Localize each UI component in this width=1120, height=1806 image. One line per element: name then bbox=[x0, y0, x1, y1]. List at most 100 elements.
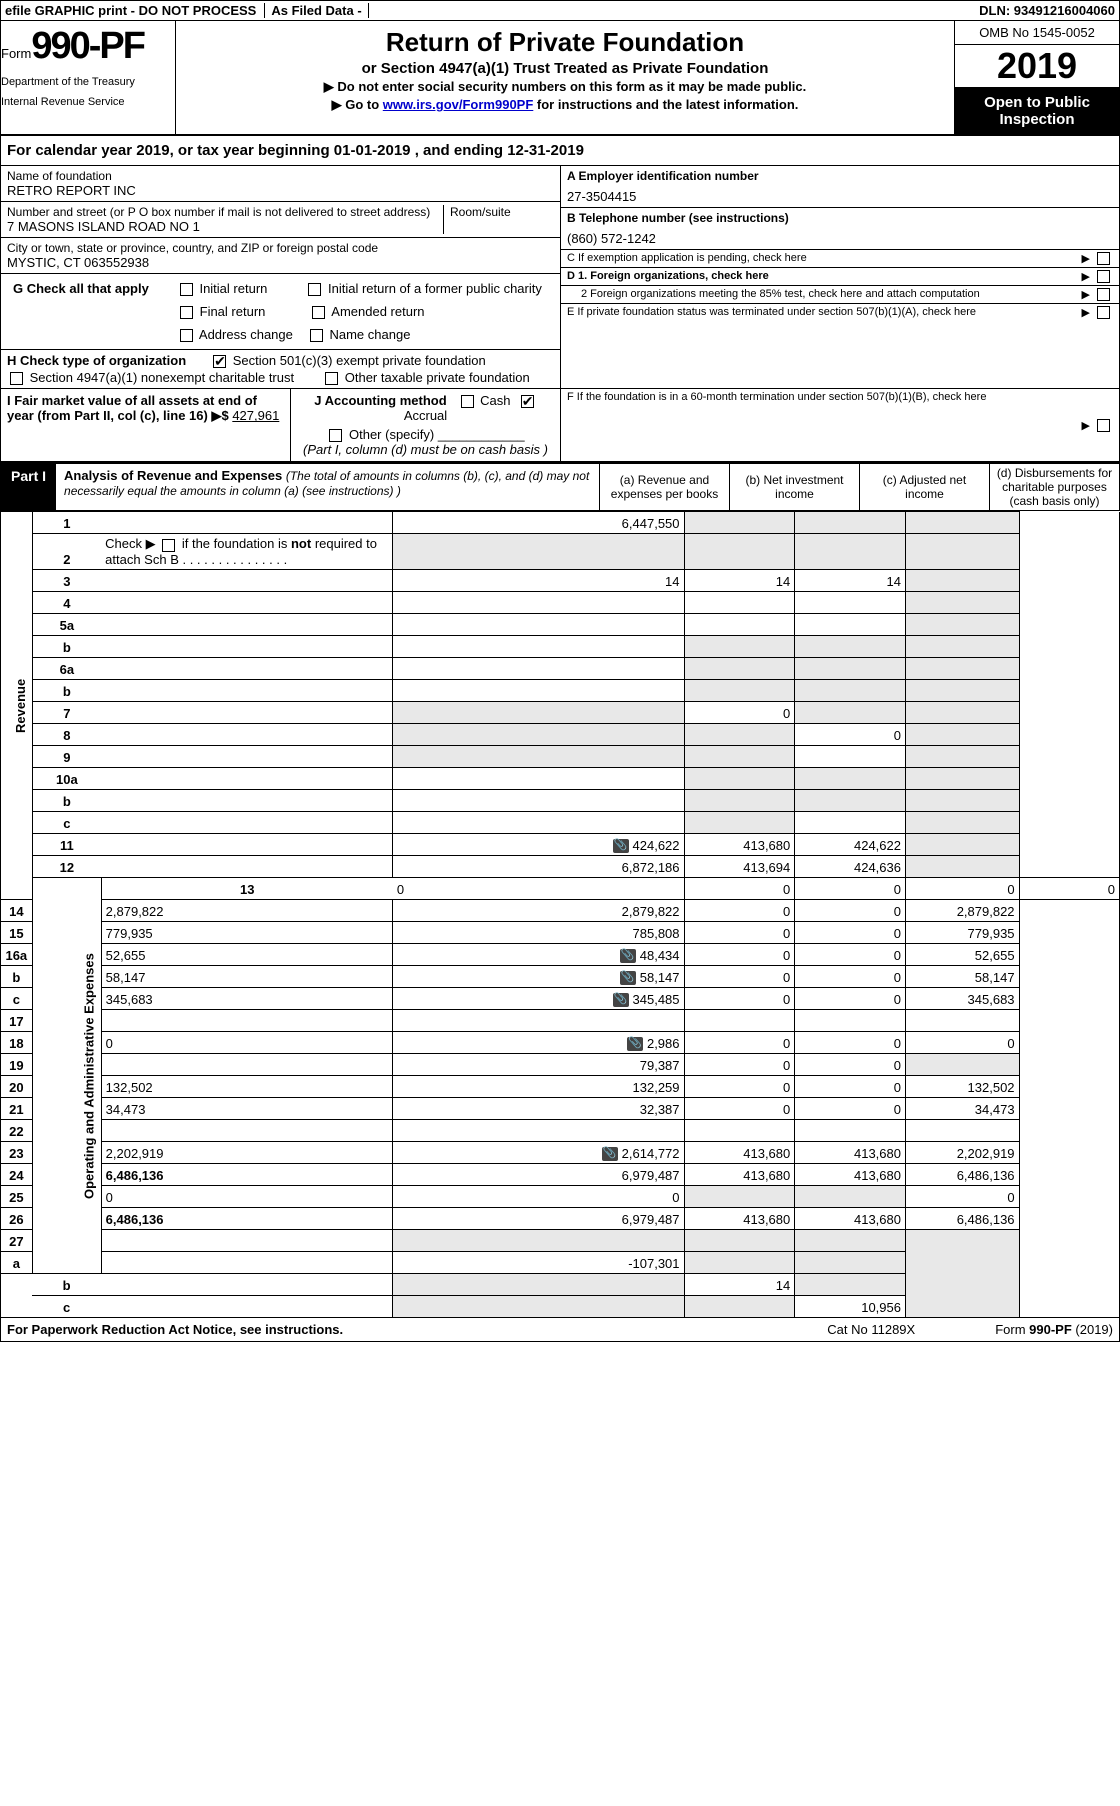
footer-left: For Paperwork Reduction Act Notice, see … bbox=[7, 1322, 343, 1337]
f-checkbox[interactable] bbox=[1097, 419, 1110, 432]
g-label: G Check all that apply bbox=[13, 281, 149, 296]
g-final: Final return bbox=[200, 304, 266, 319]
table-row: 3141414 bbox=[1, 570, 1120, 592]
form-header: Form990-PF Department of the Treasury In… bbox=[0, 21, 1120, 134]
box-j: J Accounting method Cash Accrual Other (… bbox=[291, 389, 561, 461]
501c3-checkbox[interactable] bbox=[213, 355, 226, 368]
j-cash: Cash bbox=[480, 393, 510, 408]
amt-a: 6,447,550 bbox=[393, 512, 684, 534]
form-prefix: Form bbox=[1, 46, 31, 61]
attach-icon[interactable] bbox=[620, 949, 636, 963]
footer: For Paperwork Reduction Act Notice, see … bbox=[0, 1318, 1120, 1342]
address-cell: Number and street (or P O box number if … bbox=[1, 202, 560, 238]
section-h: H Check type of organization Section 501… bbox=[1, 350, 560, 388]
ein-value: 27-3504415 bbox=[567, 189, 1113, 204]
f-label: F If the foundation is in a 60-month ter… bbox=[567, 391, 986, 459]
table-row: Operating and Administrative Expenses 13… bbox=[1, 878, 1120, 900]
initial-former-checkbox[interactable] bbox=[308, 283, 321, 296]
other-method-checkbox[interactable] bbox=[329, 429, 342, 442]
efile-notice: efile GRAPHIC print - DO NOT PROCESS bbox=[5, 3, 256, 18]
revenue-side-label: Revenue bbox=[1, 512, 33, 900]
initial-return-checkbox[interactable] bbox=[180, 283, 193, 296]
d1-label: D 1. Foreign organizations, check here bbox=[567, 270, 769, 283]
city-cell: City or town, state or province, country… bbox=[1, 238, 560, 274]
table-row: 126,872,186413,694424,636 bbox=[1, 856, 1120, 878]
name-label: Name of foundation bbox=[7, 169, 554, 183]
name-cell: Name of foundation RETRO REPORT INC bbox=[1, 166, 560, 202]
ein-cell: A Employer identification number 27-3504… bbox=[561, 166, 1119, 208]
e-cell: E If private foundation status was termi… bbox=[561, 304, 1119, 321]
e-checkbox[interactable] bbox=[1097, 306, 1110, 319]
c-cell: C If exemption application is pending, c… bbox=[561, 250, 1119, 268]
col-d-header: (d) Disbursements for charitable purpose… bbox=[989, 464, 1119, 510]
form-number: 990-PF bbox=[31, 25, 144, 67]
j-other: Other (specify) bbox=[349, 427, 434, 442]
other-taxable-checkbox[interactable] bbox=[325, 372, 338, 385]
name-change-checkbox[interactable] bbox=[310, 329, 323, 342]
omb-number: OMB No 1545-0052 bbox=[955, 21, 1119, 45]
j-label: J Accounting method bbox=[314, 393, 446, 408]
final-return-checkbox[interactable] bbox=[180, 306, 193, 319]
g-initial: Initial return bbox=[199, 281, 267, 296]
ein-label: A Employer identification number bbox=[567, 169, 1113, 183]
i-value: 427,961 bbox=[232, 408, 279, 423]
amt-b bbox=[684, 512, 795, 534]
d1-checkbox[interactable] bbox=[1097, 270, 1110, 283]
info-right: A Employer identification number 27-3504… bbox=[561, 166, 1119, 388]
foundation-name: RETRO REPORT INC bbox=[7, 183, 554, 198]
amended-return-checkbox[interactable] bbox=[312, 306, 325, 319]
table-row: 142,879,8222,879,822002,879,822 bbox=[1, 900, 1120, 922]
accrual-checkbox[interactable] bbox=[521, 395, 534, 408]
ssn-notice: ▶ Do not enter social security numbers o… bbox=[184, 79, 946, 95]
schb-checkbox[interactable] bbox=[162, 539, 175, 552]
city-value: MYSTIC, CT 063552938 bbox=[7, 255, 554, 270]
addr-label: Number and street (or P O box number if … bbox=[7, 205, 439, 219]
table-row: b bbox=[1, 636, 1120, 658]
g-amended: Amended return bbox=[331, 304, 424, 319]
goto-notice: ▶ Go to www.irs.gov/Form990PF for instru… bbox=[184, 97, 946, 113]
dept-treasury: Department of the Treasury bbox=[1, 76, 171, 88]
amt-d bbox=[905, 512, 1019, 534]
attach-icon[interactable] bbox=[602, 1147, 618, 1161]
d2-checkbox[interactable] bbox=[1097, 288, 1110, 301]
header-left: Form990-PF Department of the Treasury In… bbox=[1, 21, 176, 134]
attach-icon[interactable] bbox=[613, 839, 629, 853]
g-initial-former: Initial return of a former public charit… bbox=[328, 281, 542, 296]
cash-checkbox[interactable] bbox=[461, 395, 474, 408]
dln-number: DLN: 93491216004060 bbox=[979, 3, 1115, 18]
ij-row: I Fair market value of all assets at end… bbox=[0, 389, 1120, 462]
col-a-header: (a) Revenue and expenses per books bbox=[599, 464, 729, 510]
box-f: F If the foundation is in a 60-month ter… bbox=[561, 389, 1119, 461]
dept-irs: Internal Revenue Service bbox=[1, 96, 171, 108]
table-row: b58,14758,1470058,147 bbox=[1, 966, 1120, 988]
attach-icon[interactable] bbox=[620, 971, 636, 985]
attach-icon[interactable] bbox=[613, 993, 629, 1007]
table-row: 5a bbox=[1, 614, 1120, 636]
irs-link[interactable]: www.irs.gov/Form990PF bbox=[383, 97, 534, 112]
h-4947: Section 4947(a)(1) nonexempt charitable … bbox=[30, 370, 294, 385]
form-title: Return of Private Foundation bbox=[184, 27, 946, 58]
goto-post: for instructions and the latest informat… bbox=[533, 97, 798, 112]
g-address: Address change bbox=[199, 327, 293, 342]
table-row: c bbox=[1, 812, 1120, 834]
part-header: Part I Analysis of Revenue and Expenses … bbox=[0, 462, 1120, 511]
line-num: 2 bbox=[32, 534, 101, 570]
table-row: 4 bbox=[1, 592, 1120, 614]
tax-year: 2019 bbox=[955, 45, 1119, 88]
table-row: 266,486,1366,979,487413,680413,6806,486,… bbox=[1, 1208, 1120, 1230]
table-row: 80 bbox=[1, 724, 1120, 746]
table-row: 17 bbox=[1, 1010, 1120, 1032]
room-label: Room/suite bbox=[450, 205, 554, 219]
address-change-checkbox[interactable] bbox=[180, 329, 193, 342]
tel-cell: B Telephone number (see instructions) (8… bbox=[561, 208, 1119, 250]
c-checkbox[interactable] bbox=[1097, 252, 1110, 265]
table-row: 1979,38700 bbox=[1, 1054, 1120, 1076]
part-title-text: Analysis of Revenue and Expenses bbox=[64, 468, 282, 483]
attach-icon[interactable] bbox=[627, 1037, 643, 1051]
4947-checkbox[interactable] bbox=[10, 372, 23, 385]
table-row: 6a bbox=[1, 658, 1120, 680]
table-row: 9 bbox=[1, 746, 1120, 768]
tel-value: (860) 572-1242 bbox=[567, 231, 1113, 246]
table-row: 1802,986000 bbox=[1, 1032, 1120, 1054]
header-center: Return of Private Foundation or Section … bbox=[176, 21, 954, 134]
